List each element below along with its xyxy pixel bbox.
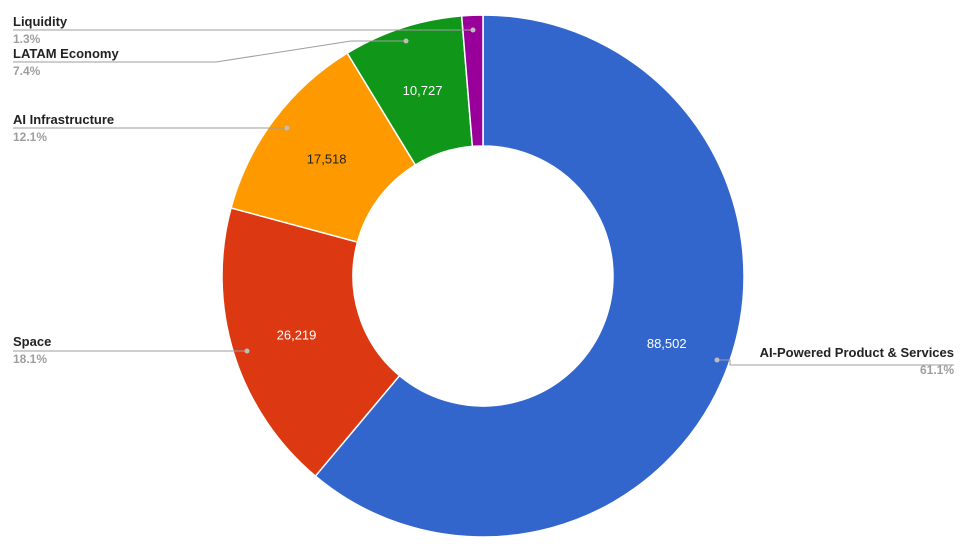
percent-label-latam-economy: 7.4% bbox=[13, 64, 41, 78]
slice-liquidity bbox=[460, 14, 484, 148]
value-label-latam-economy: 10,727 bbox=[403, 83, 443, 98]
percent-label-ai-powered-product-services: 61.1% bbox=[920, 363, 954, 377]
value-label-ai-powered-product-services: 88,502 bbox=[647, 336, 687, 351]
category-label-space: Space bbox=[13, 334, 51, 349]
percent-label-ai-infrastructure: 12.1% bbox=[13, 130, 47, 144]
percent-label-space: 18.1% bbox=[13, 352, 47, 366]
value-label-ai-infrastructure: 17,518 bbox=[307, 152, 347, 167]
category-label-ai-infrastructure: AI Infrastructure bbox=[13, 112, 114, 127]
leader-dot-ai-powered-product-services bbox=[714, 357, 720, 363]
leader-dot-latam-economy bbox=[403, 38, 409, 44]
donut-slices bbox=[221, 14, 745, 538]
percent-label-liquidity: 1.3% bbox=[13, 32, 41, 46]
leader-line-ai-powered-product-services bbox=[717, 359, 954, 366]
leader-dot-space bbox=[244, 348, 250, 354]
category-label-liquidity: Liquidity bbox=[13, 14, 68, 29]
category-label-latam-economy: LATAM Economy bbox=[13, 46, 119, 61]
slice-space bbox=[221, 207, 401, 478]
leader-lines bbox=[13, 27, 954, 366]
category-label-ai-powered-product-services: AI-Powered Product & Services bbox=[760, 345, 954, 360]
slice-labels: 88,502 AI-Powered Product & Services 61.1%… bbox=[13, 14, 954, 377]
leader-dot-liquidity bbox=[470, 27, 476, 33]
leader-line-latam-economy bbox=[13, 40, 406, 63]
value-label-space: 26,219 bbox=[277, 328, 317, 343]
slice-ai-powered-product-services bbox=[314, 14, 745, 538]
leader-dot-ai-infrastructure bbox=[284, 125, 290, 131]
